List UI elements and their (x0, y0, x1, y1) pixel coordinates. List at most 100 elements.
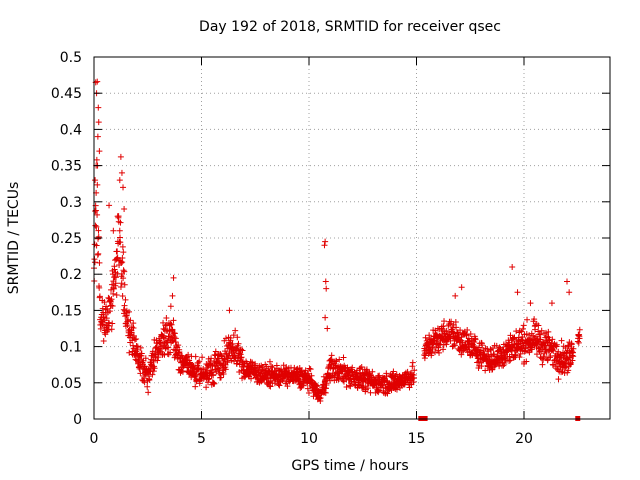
data-point (116, 227, 123, 234)
data-point (555, 348, 562, 355)
data-point (120, 249, 127, 256)
data-point (258, 362, 265, 369)
data-point (564, 342, 571, 349)
outlier-point (322, 314, 329, 321)
outlier-point (116, 177, 123, 184)
data-point (176, 348, 183, 355)
data-point (94, 211, 101, 218)
data-point (440, 346, 447, 353)
data-point (467, 331, 474, 338)
data-point (384, 390, 391, 397)
data-point (112, 280, 119, 287)
data-point (227, 335, 234, 342)
outlier-point (324, 325, 331, 332)
data-point (128, 329, 135, 336)
x-axis-label: GPS time / hours (291, 458, 408, 474)
data-point (545, 328, 552, 335)
data-point (160, 334, 167, 341)
data-point (110, 285, 117, 292)
data-point (170, 317, 177, 324)
data-point (340, 354, 347, 361)
data-point (141, 379, 148, 386)
data-point (162, 345, 169, 352)
data-point (95, 227, 102, 234)
data-point (179, 368, 186, 375)
data-point (472, 336, 479, 343)
outlier-point (321, 242, 328, 249)
outlier-point (95, 104, 102, 111)
data-point (171, 330, 178, 337)
data-point (358, 363, 365, 370)
outlier-point (121, 206, 128, 213)
data-point (117, 219, 124, 226)
x-tick-label: 0 (90, 431, 99, 447)
data-point (490, 351, 497, 358)
data-point (100, 314, 107, 321)
data-point (491, 352, 498, 359)
outlier-point (322, 238, 329, 245)
y-tick-label: 0.35 (51, 159, 82, 175)
data-point (205, 376, 212, 383)
data-point (284, 383, 291, 390)
data-point (576, 335, 583, 342)
data-point (266, 382, 273, 389)
data-point (211, 380, 218, 387)
outlier-point (117, 153, 124, 160)
data-point (452, 318, 459, 325)
outlier-point (94, 78, 101, 85)
data-point (545, 334, 552, 341)
data-point (576, 326, 583, 333)
data-point (144, 383, 151, 390)
data-point (524, 316, 531, 323)
data-point (96, 293, 103, 300)
data-point (238, 354, 245, 361)
data-point (482, 367, 489, 374)
data-point (232, 327, 239, 334)
data-point (410, 375, 417, 382)
data-point (211, 351, 218, 358)
data-point (390, 368, 397, 375)
outlier-point (226, 307, 233, 314)
x-tick-label: 10 (300, 431, 318, 447)
data-point (539, 361, 546, 368)
data-point (118, 260, 125, 267)
data-point (305, 390, 312, 397)
data-point (526, 332, 533, 339)
data-point (248, 375, 255, 382)
data-point (540, 353, 547, 360)
data-point (520, 322, 527, 329)
data-point (569, 357, 576, 364)
data-point (236, 350, 243, 357)
data-point (479, 342, 486, 349)
data-point (130, 332, 137, 339)
data-point (575, 339, 582, 346)
y-tick-label: 0.2 (60, 267, 82, 283)
data-point (536, 331, 543, 338)
data-point (323, 381, 330, 388)
data-point (161, 351, 168, 358)
data-point (138, 350, 145, 357)
y-tick-label: 0.05 (51, 376, 82, 392)
data-point (108, 296, 115, 303)
axis-ticks: 0 0.05 0.1 0.15 0.2 0.25 0.3 0.35 0.4 0.45 0.5 0 5 10… (51, 50, 610, 447)
data-point (165, 344, 172, 351)
data-point (129, 337, 136, 344)
data-point (122, 296, 129, 303)
y-tick-label: 0 (73, 412, 82, 428)
data-point (451, 342, 458, 349)
data-point (507, 357, 514, 364)
data-point (565, 367, 572, 374)
data-point (167, 349, 174, 356)
outlier-point (106, 202, 113, 209)
data-point (178, 367, 185, 374)
data-point (347, 383, 354, 390)
data-point (552, 342, 559, 349)
data-point (167, 303, 174, 310)
outlier-point (458, 284, 465, 291)
data-point (520, 325, 527, 332)
data-point (117, 239, 124, 246)
data-point (208, 355, 215, 362)
x-tick-label: 15 (408, 431, 426, 447)
data-point (114, 248, 121, 255)
data-point (443, 327, 450, 334)
